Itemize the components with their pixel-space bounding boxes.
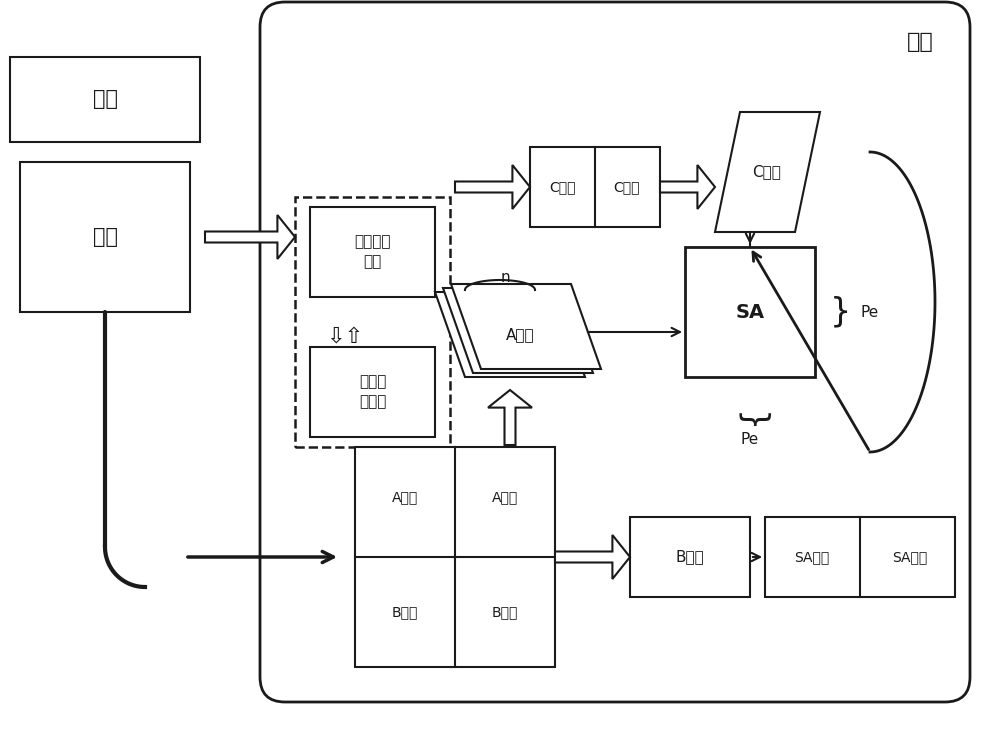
Polygon shape [488, 390, 532, 445]
FancyBboxPatch shape [765, 517, 955, 597]
Text: C缓存: C缓存 [549, 180, 575, 194]
FancyBboxPatch shape [20, 162, 190, 312]
FancyBboxPatch shape [10, 57, 200, 142]
Text: n: n [500, 269, 510, 285]
Text: 片上: 片上 [907, 32, 933, 52]
Text: 片外: 片外 [92, 89, 118, 109]
Text: }: } [734, 412, 767, 433]
Polygon shape [443, 288, 593, 373]
Polygon shape [435, 292, 585, 377]
Polygon shape [205, 215, 295, 259]
Polygon shape [455, 165, 530, 209]
Text: SA缓存: SA缓存 [794, 550, 830, 564]
Polygon shape [715, 112, 820, 232]
Text: SA: SA [735, 302, 765, 321]
Text: B缓存: B缓存 [492, 605, 518, 619]
Text: A矩阵: A矩阵 [506, 327, 534, 343]
FancyBboxPatch shape [530, 147, 660, 227]
Text: Pe: Pe [860, 305, 878, 319]
Text: 地址映射
模块: 地址映射 模块 [354, 234, 391, 269]
Polygon shape [555, 535, 630, 579]
Text: B缓存: B缓存 [392, 605, 418, 619]
FancyBboxPatch shape [310, 207, 435, 297]
Text: A缓存: A缓存 [392, 490, 418, 504]
FancyBboxPatch shape [630, 517, 750, 597]
Text: A缓存: A缓存 [492, 490, 518, 504]
Text: C矩阵: C矩阵 [753, 165, 781, 179]
Text: ⇩⇧: ⇩⇧ [326, 327, 364, 347]
Text: B矩阵: B矩阵 [676, 550, 704, 564]
FancyBboxPatch shape [685, 247, 815, 377]
Text: Pe: Pe [741, 432, 759, 447]
Text: 冲突处
理模块: 冲突处 理模块 [359, 375, 386, 409]
FancyBboxPatch shape [295, 197, 450, 447]
FancyBboxPatch shape [260, 2, 970, 702]
Text: }: } [830, 296, 851, 329]
FancyBboxPatch shape [310, 347, 435, 437]
Text: C缓存: C缓存 [614, 180, 640, 194]
FancyBboxPatch shape [355, 447, 555, 667]
Polygon shape [451, 284, 601, 369]
Text: SA缓存: SA缓存 [892, 550, 928, 564]
Text: 外存: 外存 [92, 227, 118, 247]
Polygon shape [660, 165, 715, 209]
